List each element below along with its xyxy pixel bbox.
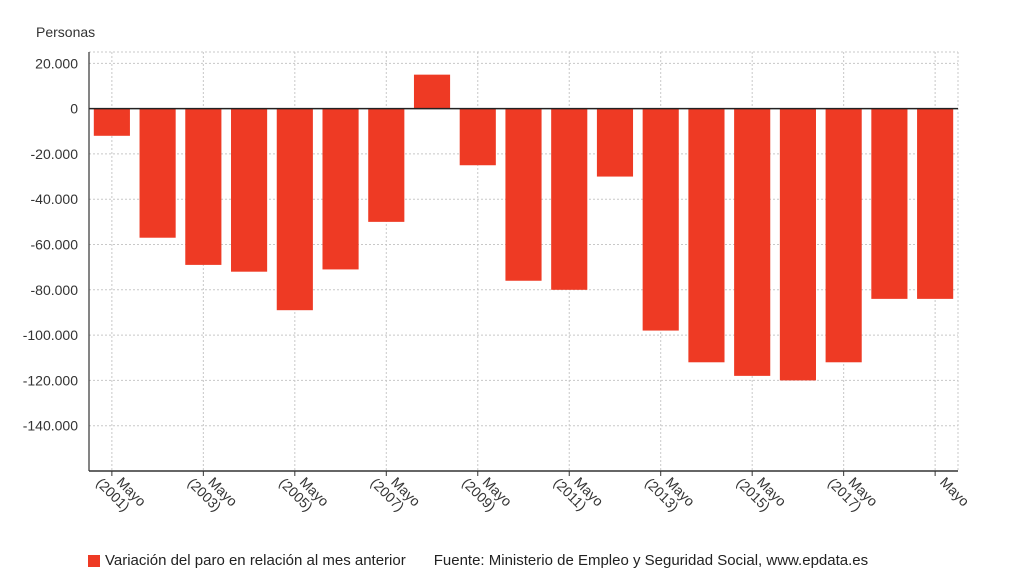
x-tick-label: Mayo <box>937 474 973 510</box>
x-tick-label: Mayo(2007) <box>368 474 424 515</box>
y-axis-title: Personas <box>36 24 95 40</box>
bar <box>505 108 542 281</box>
bars <box>93 74 954 381</box>
legend: Variación del paro en relación al mes an… <box>88 552 868 569</box>
y-tick-label: -40.000 <box>31 191 79 207</box>
y-tick-label: -100.000 <box>23 327 78 343</box>
bar <box>368 108 405 222</box>
bar <box>734 108 771 376</box>
bar <box>185 108 222 265</box>
bar <box>917 108 954 299</box>
axes <box>88 52 958 476</box>
bar <box>825 108 862 363</box>
y-tick-label: -140.000 <box>23 418 78 434</box>
x-tick-label: Mayo(2011) <box>551 474 607 514</box>
bar <box>688 108 725 363</box>
y-tick-label: -20.000 <box>31 146 79 162</box>
bar <box>871 108 908 299</box>
bar <box>322 108 359 270</box>
bar <box>139 108 176 238</box>
x-tick-label: Mayo(2003) <box>185 474 241 515</box>
bar <box>459 108 496 166</box>
source-note: Fuente: Ministerio de Empleo y Seguridad… <box>433 552 869 569</box>
y-tick-label: 20.000 <box>35 55 78 71</box>
bar <box>596 108 634 177</box>
x-tick-label: Mayo(2013) <box>642 474 698 515</box>
x-tick-label-month: Mayo <box>937 474 973 510</box>
legend-series-label: Variación del paro en relación al mes an… <box>105 552 406 569</box>
x-tick-labels: Mayo(2001) Mayo(2003) Mayo(2005) Mayo(2007)… <box>93 474 973 515</box>
x-tick-label: Mayo(2001) <box>93 474 149 515</box>
x-tick-label: Mayo(2017) <box>825 474 881 515</box>
x-tick-label: Mayo(2015) <box>734 474 790 515</box>
y-tick-label: 0 <box>70 101 78 117</box>
y-tick-labels: 20.000 0 -20.000 -40.000 -60.000 -80.000 -100.… <box>23 55 78 433</box>
x-tick-label: Mayo(2005) <box>276 474 332 515</box>
bar <box>779 108 816 381</box>
y-tick-label: -80.000 <box>31 282 79 298</box>
bar <box>231 108 268 272</box>
bar <box>276 108 313 311</box>
bar <box>551 108 588 290</box>
bar <box>413 74 451 109</box>
bar <box>642 108 679 331</box>
x-tick-label: Mayo(2009) <box>459 474 515 515</box>
legend-swatch <box>88 554 100 567</box>
y-tick-label: -60.000 <box>31 237 79 253</box>
y-tick-label: -120.000 <box>23 372 78 388</box>
bar <box>93 108 130 136</box>
